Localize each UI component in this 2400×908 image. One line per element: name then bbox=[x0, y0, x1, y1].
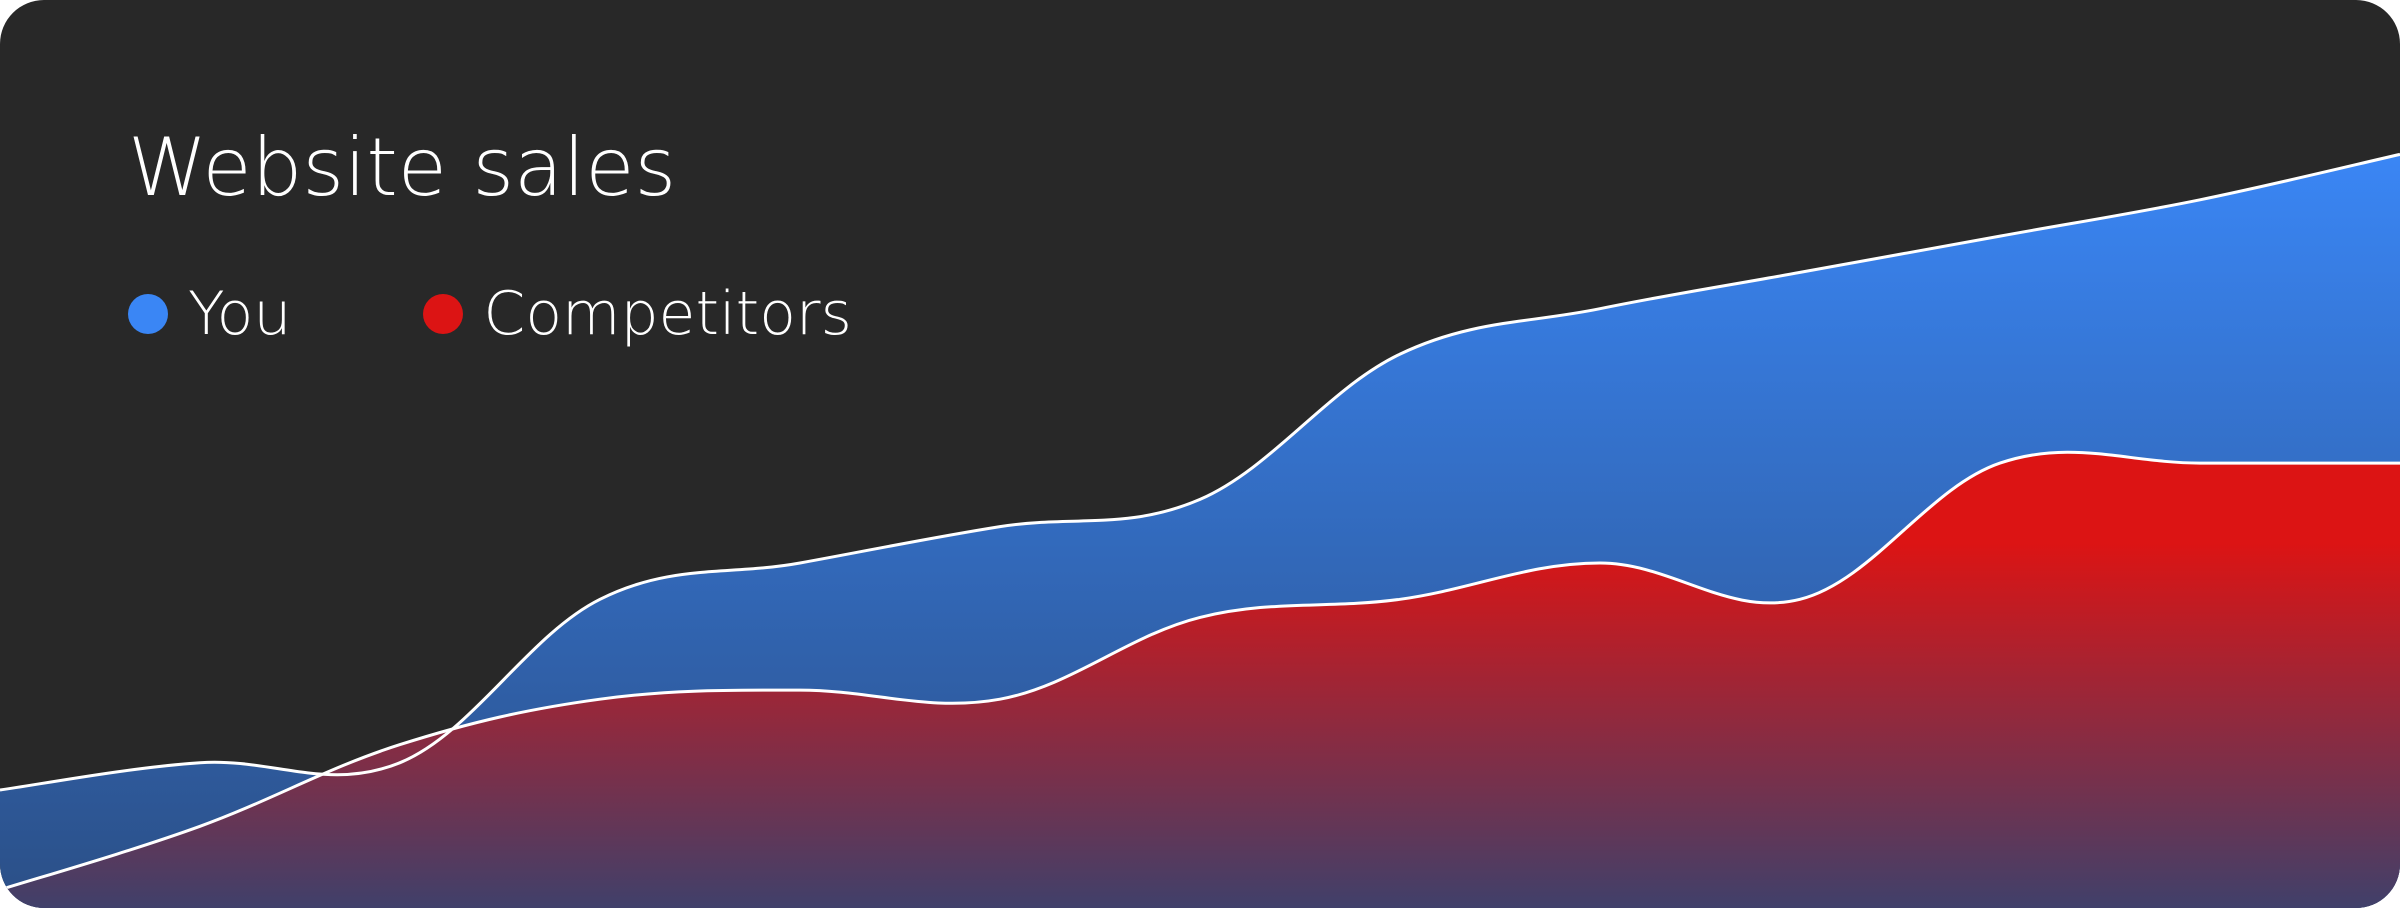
series-competitors-line bbox=[0, 450, 2400, 892]
legend-label-you: You bbox=[188, 279, 292, 349]
legend: You Competitors bbox=[128, 274, 984, 354]
legend-label-competitors: Competitors bbox=[483, 279, 852, 349]
legend-item-competitors: Competitors bbox=[423, 274, 852, 354]
series-competitors-area bbox=[0, 452, 2400, 908]
legend-item-you: You bbox=[128, 274, 291, 354]
legend-dot-competitors bbox=[423, 294, 464, 334]
legend-dot-you bbox=[128, 294, 168, 334]
chart-title: Website sales bbox=[128, 121, 677, 214]
series-you-line bbox=[0, 152, 2400, 792]
